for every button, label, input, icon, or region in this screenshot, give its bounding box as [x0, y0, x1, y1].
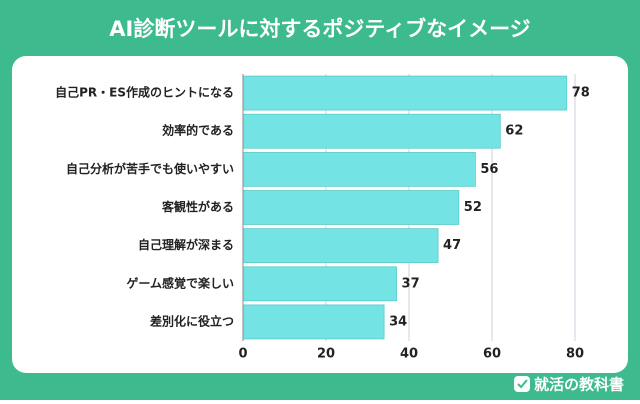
x-tick-label: 0 [238, 347, 247, 362]
y-tick-label: 自己PR・ES作成のヒントになる [55, 85, 234, 100]
x-tick-label: 40 [400, 347, 418, 362]
x-tick-label: 60 [483, 347, 501, 362]
bar [242, 151, 476, 187]
y-tick-label: 差別化に役立つ [149, 313, 234, 328]
bar [242, 190, 460, 225]
x-tick-label: 80 [566, 347, 584, 362]
y-tick-label: 客観性がある [161, 199, 234, 214]
chart-title: AI診断ツールに対するポジティブなイメージ [109, 17, 530, 41]
bar [242, 266, 397, 302]
value-label: 34 [389, 314, 407, 329]
bar [242, 304, 385, 340]
x-tick-label: 20 [317, 347, 335, 362]
bar [242, 228, 439, 264]
value-label: 37 [402, 276, 420, 291]
value-label: 47 [443, 238, 461, 253]
bar [242, 75, 568, 111]
bar [242, 113, 501, 149]
y-tick-label: 自己分析が苦手でも使いやすい [66, 161, 234, 176]
y-tick-label: ゲーム感覚で楽しい [126, 275, 234, 290]
value-label: 56 [480, 162, 498, 177]
y-tick-label: 自己理解が深まる [138, 237, 234, 252]
value-label: 52 [464, 200, 482, 215]
y-tick-label: 効率的である [162, 123, 234, 138]
value-label: 62 [505, 124, 523, 139]
value-label: 78 [572, 86, 590, 101]
brand-logo [514, 376, 530, 392]
brand: 就活の教科書 [534, 376, 624, 394]
